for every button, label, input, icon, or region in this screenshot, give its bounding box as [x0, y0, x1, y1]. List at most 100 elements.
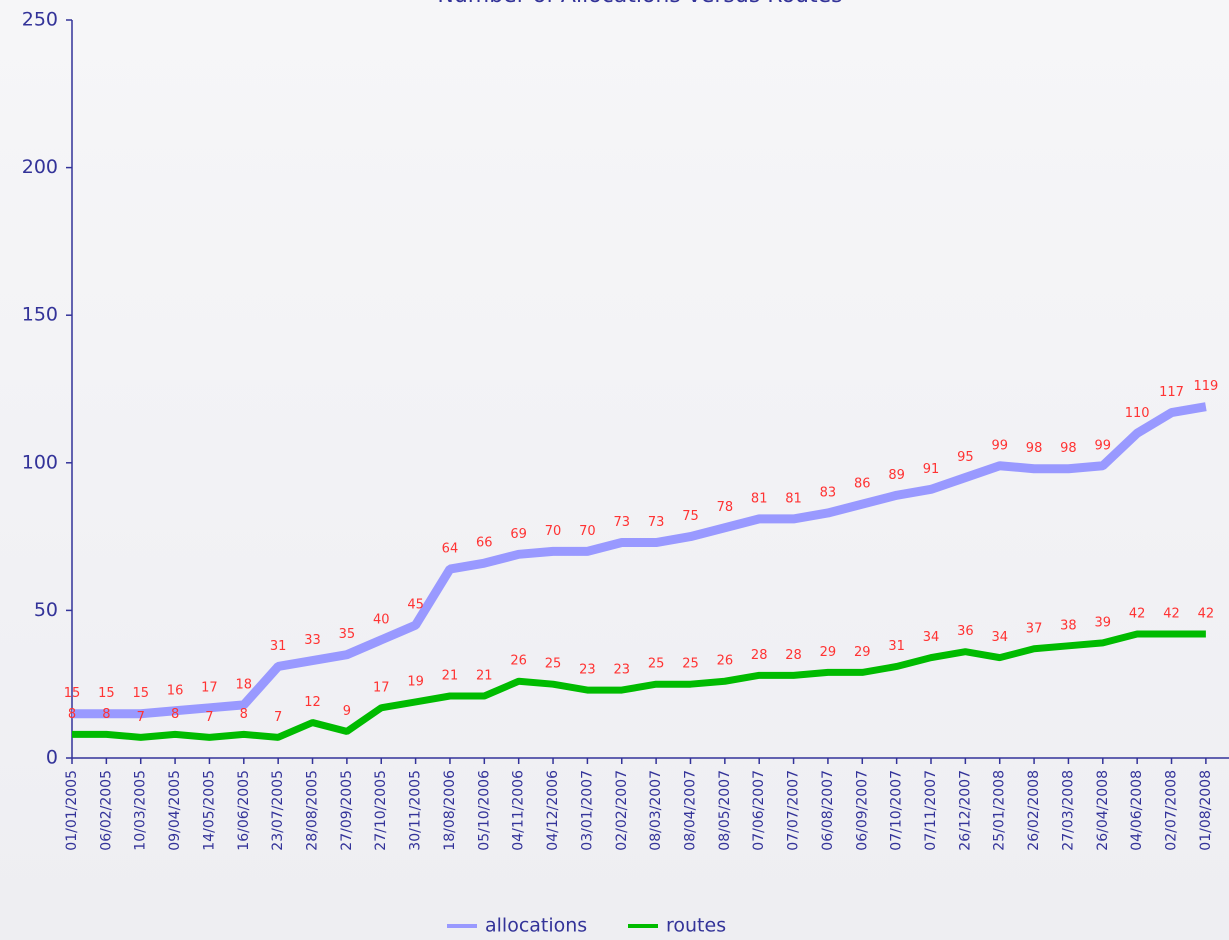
x-tick-label: 07/10/2007 [889, 770, 905, 851]
data-label: 83 [820, 485, 837, 500]
x-tick-label: 02/02/2007 [614, 770, 630, 851]
data-label: 8 [102, 707, 110, 722]
data-label: 8 [240, 707, 248, 722]
series-line [72, 402, 1207, 719]
data-label: 42 [1198, 607, 1215, 622]
data-label: 33 [304, 633, 321, 648]
data-label: 15 [98, 686, 115, 701]
x-tick-label: 06/08/2007 [820, 770, 836, 851]
data-label: 8 [171, 707, 179, 722]
data-label: 25 [545, 657, 562, 672]
data-label: 25 [648, 657, 665, 672]
x-tick-label: 08/04/2007 [682, 770, 698, 851]
x-tick-label: 04/12/2006 [545, 770, 561, 851]
data-label: 23 [579, 663, 596, 678]
data-label: 31 [888, 639, 905, 654]
data-label: 91 [923, 462, 940, 477]
data-label: 69 [510, 527, 527, 542]
data-label: 18 [236, 677, 253, 692]
x-tick-label: 06/09/2007 [854, 770, 870, 851]
series-line [72, 630, 1206, 741]
data-label: 64 [442, 542, 459, 557]
x-tick-label: 01/01/2005 [64, 770, 80, 851]
y-tick-label: 100 [22, 451, 58, 473]
data-label: 29 [854, 645, 871, 660]
data-label: 34 [991, 630, 1008, 645]
data-label: 98 [1026, 441, 1043, 456]
data-label: 16 [167, 683, 184, 698]
data-label: 28 [751, 648, 768, 663]
data-label: 34 [923, 630, 940, 645]
data-label: 70 [579, 524, 596, 539]
data-label: 81 [751, 491, 768, 506]
x-tick-label: 26/02/2008 [1026, 770, 1042, 851]
data-label: 78 [717, 500, 734, 515]
x-tick-label: 30/11/2005 [408, 770, 424, 851]
data-label: 17 [201, 680, 218, 695]
y-tick-label: 50 [34, 599, 58, 621]
data-label: 31 [270, 639, 287, 654]
chart-title: Number of Allocations versus Routes [437, 0, 842, 8]
x-tick-label: 02/07/2008 [1164, 770, 1180, 851]
data-label: 95 [957, 450, 974, 465]
x-tick-label: 07/06/2007 [751, 770, 767, 851]
data-label: 89 [888, 468, 905, 483]
x-tick-label: 09/04/2005 [167, 770, 183, 851]
data-label: 45 [407, 598, 424, 613]
legend-label: allocations [485, 915, 587, 937]
data-label: 70 [545, 524, 562, 539]
x-tick-label: 28/08/2005 [305, 770, 321, 851]
x-tick-label: 05/10/2006 [476, 770, 492, 851]
x-tick-label: 04/11/2006 [511, 770, 527, 851]
data-label: 42 [1129, 607, 1146, 622]
data-label: 36 [957, 624, 974, 639]
x-tick-label: 08/05/2007 [717, 770, 733, 851]
data-label: 73 [648, 515, 665, 530]
x-tick-label: 10/03/2005 [133, 770, 149, 851]
data-label: 15 [64, 686, 81, 701]
data-label: 81 [785, 491, 802, 506]
x-tick-label: 07/11/2007 [923, 770, 939, 851]
data-label: 9 [343, 704, 351, 719]
x-tick-label: 01/08/2008 [1198, 770, 1214, 851]
data-label: 7 [137, 710, 145, 725]
data-label: 110 [1125, 406, 1150, 421]
x-tick-label: 16/06/2005 [236, 770, 252, 851]
x-tick-label: 18/08/2006 [442, 770, 458, 851]
data-label: 66 [476, 536, 493, 551]
data-label: 12 [304, 695, 321, 710]
data-label: 37 [1026, 621, 1043, 636]
data-label: 86 [854, 477, 871, 492]
data-label: 8 [68, 707, 76, 722]
data-label: 21 [442, 669, 459, 684]
data-label: 17 [373, 680, 390, 695]
legend-label: routes [666, 915, 726, 937]
data-label: 7 [205, 710, 213, 725]
y-tick-label: 0 [46, 747, 58, 769]
x-tick-label: 07/07/2007 [786, 770, 802, 851]
data-label: 28 [785, 648, 802, 663]
data-label: 26 [717, 654, 734, 669]
data-label: 99 [991, 438, 1008, 453]
data-label: 75 [682, 509, 699, 524]
data-label: 40 [373, 612, 390, 627]
data-label: 15 [132, 686, 149, 701]
data-label: 23 [613, 663, 630, 678]
data-label: 39 [1095, 615, 1112, 630]
data-label: 98 [1060, 441, 1077, 456]
data-label: 119 [1193, 379, 1218, 394]
x-tick-label: 26/12/2007 [957, 770, 973, 851]
data-label: 7 [274, 710, 282, 725]
data-label: 73 [613, 515, 630, 530]
data-label: 117 [1159, 385, 1184, 400]
data-label: 42 [1163, 607, 1180, 622]
data-label: 99 [1095, 438, 1112, 453]
y-tick-label: 250 [22, 9, 58, 31]
y-tick-label: 150 [22, 304, 58, 326]
x-tick-label: 23/07/2005 [270, 770, 286, 851]
x-tick-label: 14/05/2005 [201, 770, 217, 851]
data-label: 19 [407, 674, 424, 689]
data-label: 21 [476, 669, 493, 684]
data-label: 25 [682, 657, 699, 672]
